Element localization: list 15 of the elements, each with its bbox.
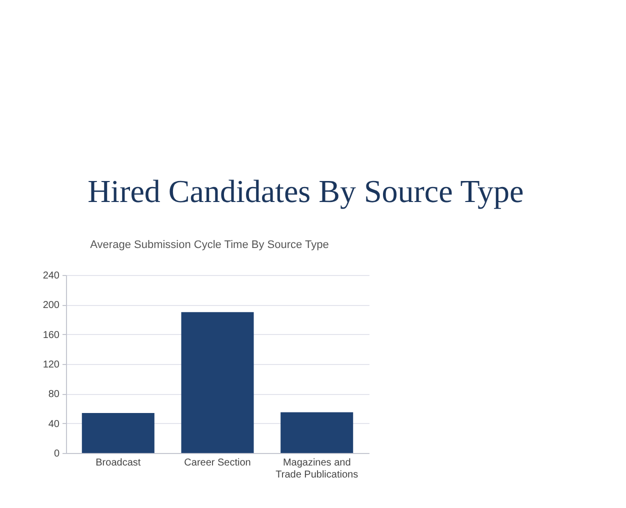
bar [181,312,254,453]
y-tick-label: 0 [54,448,60,460]
bar [82,412,154,453]
bar [280,412,354,453]
y-tick-label: 80 [48,389,60,400]
y-tick-label: 200 [42,300,60,312]
x-tick-label: Broadcast [96,458,141,468]
y-tick-label: 160 [42,330,60,341]
y-tick-label: 120 [42,360,60,370]
chart-title: Hired Candidates By Source Type [88,173,524,209]
chart-subtitle: Average Submission Cycle Time By Source Type [90,239,329,251]
y-tick-label: 40 [48,418,60,430]
x-tick-label: Career Section [184,458,251,468]
x-tick-label: Magazines and Trade Publications [276,458,358,480]
y-tick-label: 240 [42,270,60,282]
